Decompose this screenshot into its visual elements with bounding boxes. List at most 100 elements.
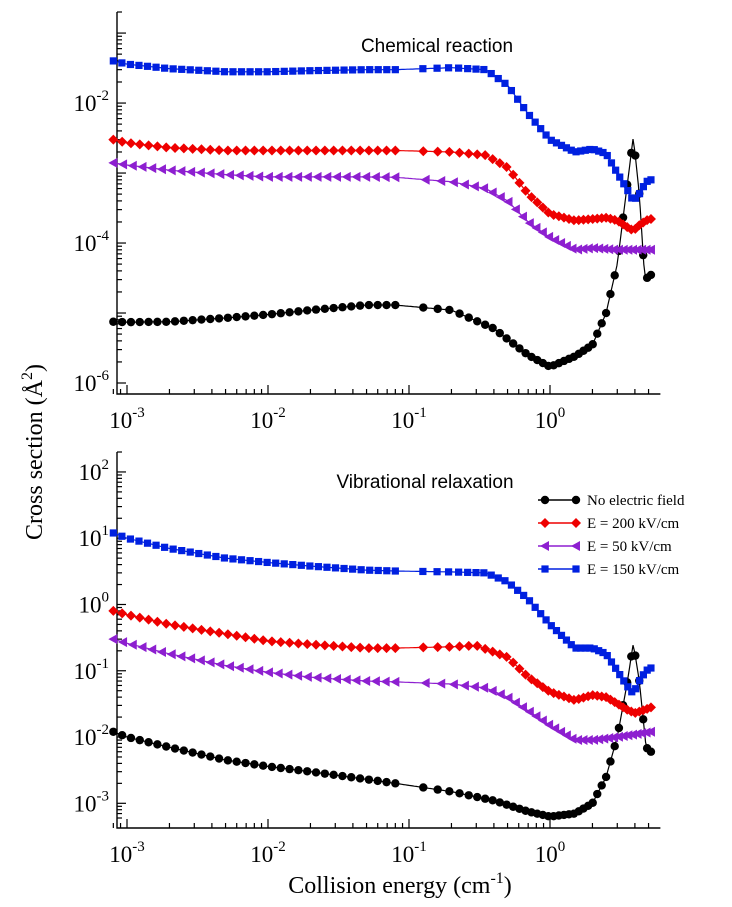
x-tick-label: 10-3 [109,405,145,433]
data-point [631,651,640,660]
data-point [628,244,638,255]
y-tick-label: 101 [79,523,110,551]
data-point [520,591,528,600]
data-point [302,639,313,650]
data-point [594,243,604,254]
legend-item: No electric field [538,493,685,509]
data-point [643,177,651,185]
data-point [618,244,628,255]
data-point [370,676,380,687]
data-point [186,548,194,556]
data-point [320,304,330,314]
data-point [126,733,136,743]
legend-marker [571,541,580,551]
data-point [623,244,633,255]
series-diamond [108,134,656,235]
data-point [514,177,525,188]
data-point [620,180,628,188]
data-point [258,761,268,770]
data-point [303,767,312,776]
y-tick-label: 10-2 [74,722,110,750]
data-point [514,586,522,594]
data-point [225,661,235,672]
data-point [537,715,547,726]
data-point [347,773,356,782]
data-point [331,171,341,182]
data-point [323,66,331,74]
data-point [364,300,374,310]
data-point [507,86,516,95]
data-point [232,312,241,322]
data-point [319,145,330,156]
legend: No electric field E = 200 kV/cm E = 50 kV/… [538,493,685,578]
data-point [329,303,338,313]
data-point [508,169,519,180]
data-point [480,150,491,161]
data-point [418,642,429,653]
data-point [643,666,651,674]
data-point [205,626,216,637]
data-point [517,211,527,222]
data-point [156,646,166,657]
data-point [137,642,147,653]
data-point [152,63,160,71]
data-point [390,172,400,183]
data-point [152,541,160,549]
data-point [420,678,430,689]
data-point [331,673,341,684]
data-point [195,167,205,178]
legend-marker [572,565,580,573]
data-point [637,728,647,739]
data-point [645,702,656,713]
data-point [374,66,382,74]
y-tick-label: 100 [79,589,110,617]
data-point [639,671,648,679]
data-point [197,750,206,759]
data-point [589,734,599,745]
data-point [542,131,550,139]
series-square [109,57,655,202]
data-point [215,169,225,180]
data-point [108,157,118,168]
data-point [472,149,483,160]
data-point [635,190,644,198]
data-point [357,566,365,574]
data-point [550,723,560,734]
data-point [487,685,497,696]
x-tick-label: 100 [535,405,566,433]
data-point [639,183,648,191]
data-point [289,67,297,75]
data-point [220,554,229,562]
data-point [373,300,382,310]
y-tick-label: 10-1 [74,656,110,684]
data-point [127,160,137,171]
data-point [196,624,207,635]
data-point [240,632,251,643]
data-point [531,118,539,126]
data-point [188,315,197,325]
data-point [581,146,589,154]
data-point [147,163,157,174]
data-point [537,610,545,618]
data-point [258,145,269,156]
series-square [109,529,655,696]
data-point [567,641,575,649]
data-point [161,64,169,72]
data-point [246,557,254,565]
data-point [272,67,280,76]
data-point [419,567,427,576]
data-point [311,145,322,156]
data-point [544,231,554,242]
data-point [234,170,244,181]
data-point [464,65,472,73]
data-point [601,772,611,782]
data-point [448,679,458,690]
data-point [383,567,391,575]
data-point [595,147,603,155]
data-point [280,560,288,568]
data-point [562,636,571,644]
data-point [117,136,128,147]
data-point [170,620,181,631]
data-point [480,643,491,654]
data-point [552,139,561,147]
